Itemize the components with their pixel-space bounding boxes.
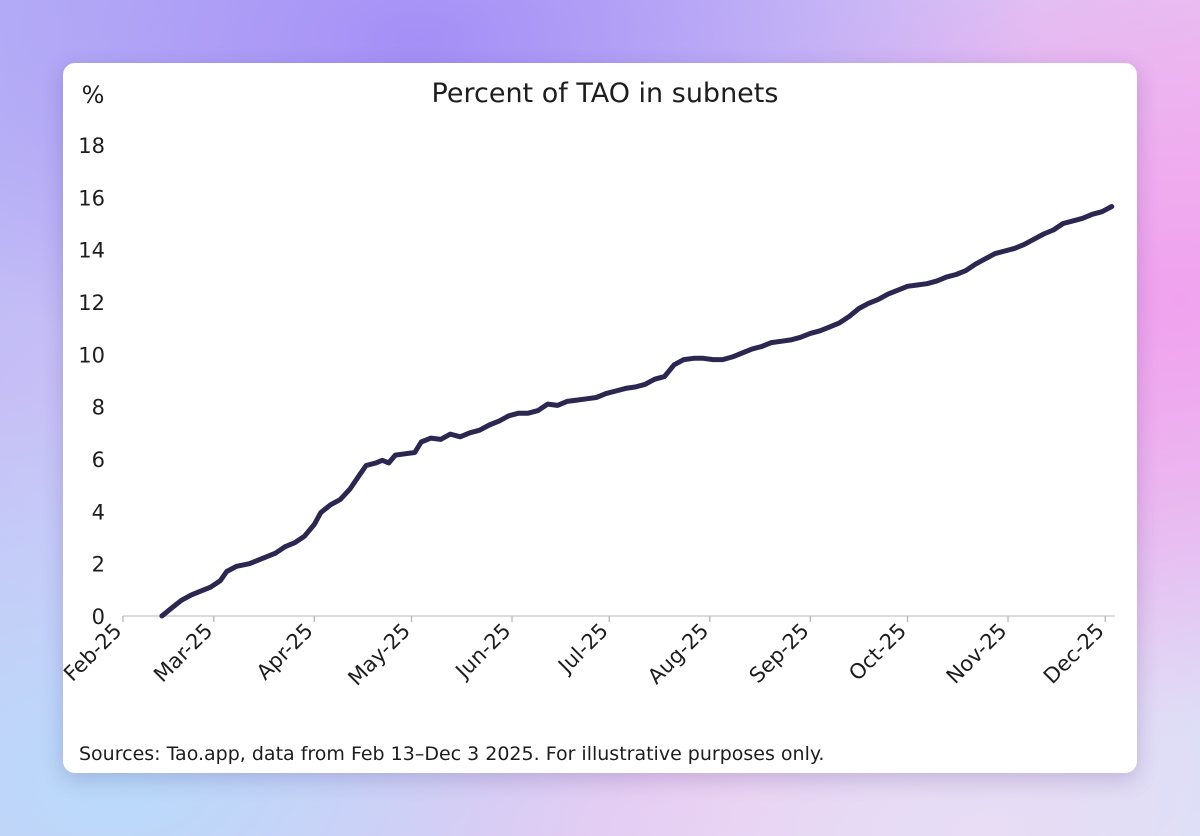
x-tick-label: Jun-25: [450, 619, 516, 685]
y-tick-label: 14: [78, 239, 105, 263]
y-axis: 0 2 4 6 8 10 12 14 16 18: [78, 134, 105, 629]
y-axis-unit-label: %: [82, 81, 105, 109]
y-tick-label: 10: [78, 343, 105, 367]
y-tick-label: 16: [78, 186, 105, 210]
y-tick-label: 12: [78, 291, 105, 315]
source-note: Sources: Tao.app, data from Feb 13–Dec 3…: [79, 743, 824, 765]
x-tick-label: Oct-25: [844, 619, 911, 686]
y-tick-label: 2: [92, 553, 105, 577]
series-layer: [159, 204, 1115, 619]
y-tick-label: 4: [92, 500, 105, 524]
x-tick-label: Nov-25: [942, 619, 1012, 689]
x-tick-label: Sep-25: [745, 619, 814, 688]
y-tick-label: 18: [78, 134, 105, 158]
series-line: [159, 204, 1115, 619]
y-tick-label: 8: [92, 396, 105, 420]
x-axis: Feb-25 Mar-25 Apr-25 May-25 Jun-25 Jul-25 Aug-…: [63, 615, 1115, 691]
x-tick-label: Apr-25: [252, 619, 318, 685]
x-tick-label: May-25: [343, 619, 415, 691]
line-chart: % Percent of TAO in subnets 0 2 4 6 8 10 12 14 1…: [63, 78, 1115, 765]
chart-title: Percent of TAO in subnets: [432, 78, 779, 109]
chart-card: % Percent of TAO in subnets 0 2 4 6 8 10 12 14 1…: [63, 63, 1137, 773]
x-tick-label: Jul-25: [552, 619, 613, 680]
x-tick-label: Aug-25: [643, 619, 713, 689]
x-tick-label: Mar-25: [149, 619, 217, 687]
x-tick-label: Dec-25: [1039, 619, 1109, 689]
y-tick-label: 6: [92, 448, 105, 472]
y-tick-label: 0: [92, 605, 105, 629]
